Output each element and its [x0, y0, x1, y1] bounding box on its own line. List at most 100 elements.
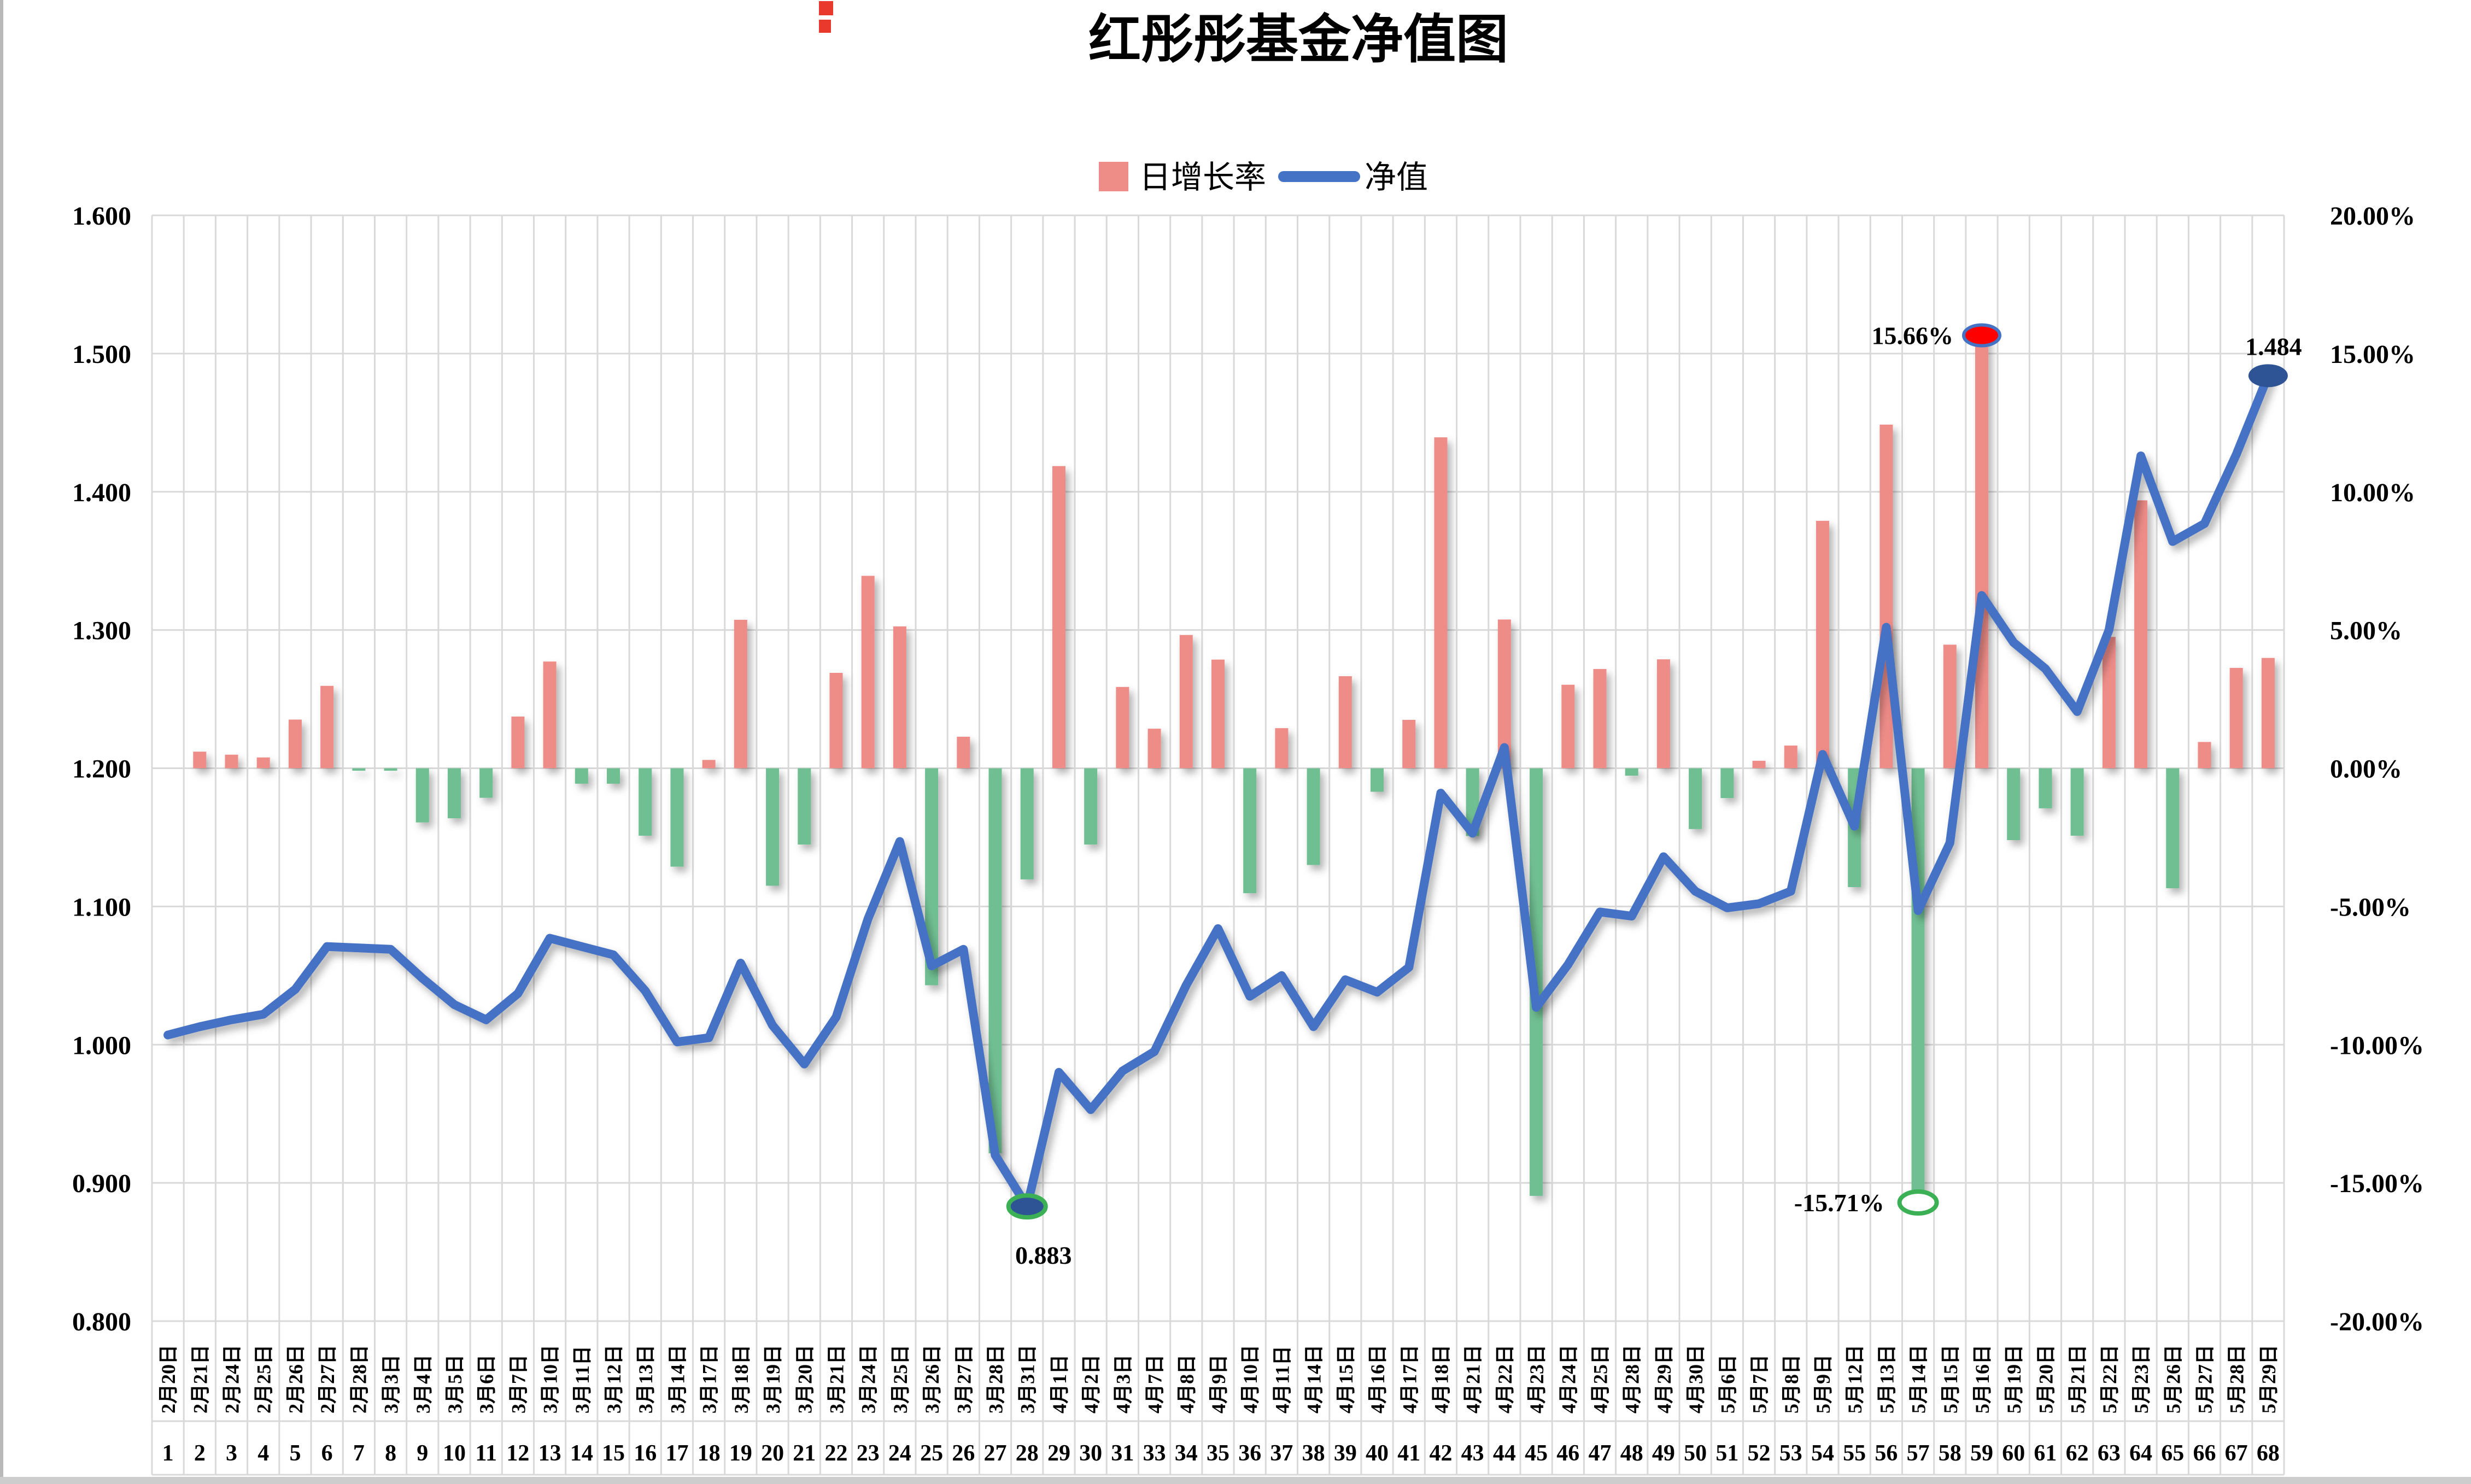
x-axis-date-label: 4月3日 [1112, 1354, 1134, 1413]
x-axis-index-label: 22 [824, 1441, 847, 1466]
growth-bar [2070, 768, 2084, 836]
growth-bar [2198, 742, 2211, 769]
growth-bar [607, 768, 620, 784]
y-axis-right-tick: 15.00% [2330, 340, 2415, 369]
x-axis-index-label: 39 [1334, 1441, 1357, 1466]
x-axis-date-label: 5月29日 [2258, 1345, 2280, 1413]
x-axis-index-label: 68 [2257, 1441, 2280, 1466]
x-axis-index-label: 48 [1620, 1441, 1643, 1466]
x-axis-index-label: 8 [385, 1441, 396, 1466]
x-axis-date-label: 5月22日 [2099, 1345, 2121, 1413]
x-axis-date-label: 4月25日 [1590, 1345, 1612, 1413]
x-axis-index-label: 9 [417, 1441, 428, 1466]
x-axis-date-label: 3月24日 [858, 1345, 880, 1413]
x-axis-index-label: 34 [1175, 1441, 1198, 1466]
x-axis-date-label: 4月22日 [1494, 1345, 1516, 1413]
legend-line-label: 净值 [1365, 160, 1428, 195]
growth-bar [1371, 768, 1384, 792]
x-axis-date-label: 4月30日 [1685, 1345, 1707, 1413]
legend-bar-label: 日增长率 [1139, 160, 1266, 195]
x-axis-index-label: 59 [1970, 1441, 1993, 1466]
x-axis-index-label: 60 [2002, 1441, 2025, 1466]
x-axis-index-label: 38 [1302, 1441, 1325, 1466]
x-axis-index-label: 19 [729, 1441, 752, 1466]
y-axis-left-tick: 0.900 [72, 1169, 131, 1198]
x-axis-date-label: 5月9日 [1812, 1354, 1834, 1413]
growth-bar [1116, 687, 1129, 769]
growth-bar [702, 760, 716, 769]
max-growth-annotation: 15.66% [1872, 321, 1954, 349]
growth-bar [957, 736, 970, 769]
growth-bar [1975, 335, 1989, 769]
x-axis-date-label: 2月21日 [189, 1345, 211, 1413]
growth-bar [1784, 746, 1797, 769]
growth-bar [861, 576, 875, 769]
x-axis-index-label: 67 [2225, 1441, 2248, 1466]
top-edge-artifact [819, 20, 831, 33]
growth-bar [2039, 768, 2052, 808]
growth-bar [2229, 667, 2243, 769]
growth-bar [543, 661, 557, 769]
growth-bar [1625, 768, 1638, 776]
growth-bar [1593, 668, 1607, 769]
x-axis-date-label: 3月11日 [571, 1346, 593, 1413]
x-axis-index-label: 25 [920, 1441, 943, 1466]
min-nav-annotation: 0.883 [1015, 1241, 1072, 1269]
x-axis-date-label: 5月8日 [1781, 1354, 1802, 1413]
growth-bar [766, 768, 780, 886]
x-axis-date-label: 5月6日 [1717, 1354, 1738, 1413]
x-axis-index-label: 51 [1715, 1441, 1738, 1466]
x-axis-index-label: 49 [1652, 1441, 1675, 1466]
x-axis-index-label: 57 [1907, 1441, 1930, 1466]
x-axis-date-label: 2月26日 [285, 1345, 307, 1413]
y-axis-right-tick: 0.00% [2330, 755, 2402, 784]
x-axis-date-label: 4月10日 [1239, 1345, 1261, 1413]
growth-bar [829, 673, 843, 769]
y-axis-left-tick: 1.100 [72, 893, 131, 922]
y-axis-left-tick: 0.800 [72, 1307, 131, 1336]
x-axis-index-label: 1 [162, 1441, 174, 1466]
x-axis-date-label: 2月27日 [317, 1345, 338, 1413]
x-axis-date-label: 3月5日 [444, 1354, 466, 1413]
x-axis-index-label: 41 [1397, 1441, 1420, 1466]
growth-bar [1020, 768, 1034, 879]
x-axis-date-label: 2月24日 [221, 1345, 243, 1413]
growth-bar [384, 768, 397, 771]
growth-bar [2166, 768, 2180, 888]
x-axis-index-label: 62 [2066, 1441, 2089, 1466]
x-axis-date-label: 4月7日 [1144, 1354, 1166, 1413]
x-axis-date-label: 3月4日 [412, 1354, 434, 1413]
x-axis-date-label: 3月7日 [507, 1354, 529, 1413]
x-axis-index-label: 21 [793, 1441, 816, 1466]
growth-bar [639, 768, 652, 836]
growth-bar [1402, 719, 1416, 769]
x-axis-date-label: 2月20日 [157, 1345, 179, 1413]
x-axis-date-label: 5月28日 [2226, 1345, 2248, 1413]
min-growth-marker [1897, 1189, 1939, 1216]
x-axis-date-label: 5月20日 [2035, 1345, 2057, 1413]
x-axis-date-label: 2月28日 [348, 1345, 370, 1413]
bottom-scrollbar-strip[interactable] [0, 1477, 2471, 1484]
growth-bar [1052, 466, 1065, 769]
growth-bar [1179, 635, 1193, 769]
growth-bar [1816, 520, 1829, 769]
x-axis-date-label: 3月20日 [794, 1345, 816, 1413]
gridlines [151, 214, 2285, 1476]
x-axis-date-label: 4月18日 [1430, 1345, 1452, 1413]
x-axis-date-label: 3月28日 [985, 1345, 1007, 1413]
growth-bar [670, 768, 684, 867]
x-axis-index-label: 33 [1143, 1441, 1166, 1466]
x-axis-index-label: 18 [698, 1441, 721, 1466]
x-axis-index-label: 50 [1684, 1441, 1707, 1466]
growth-bar [225, 754, 238, 769]
y-axis-left-tick: 1.000 [72, 1031, 131, 1060]
growth-bar [352, 768, 366, 771]
min-nav-marker [1006, 1193, 1048, 1220]
x-axis-index-label: 52 [1748, 1441, 1771, 1466]
growth-bar [988, 768, 1002, 1154]
x-axis-date-label: 3月19日 [762, 1345, 784, 1413]
x-axis-date-label: 3月3日 [380, 1354, 402, 1413]
